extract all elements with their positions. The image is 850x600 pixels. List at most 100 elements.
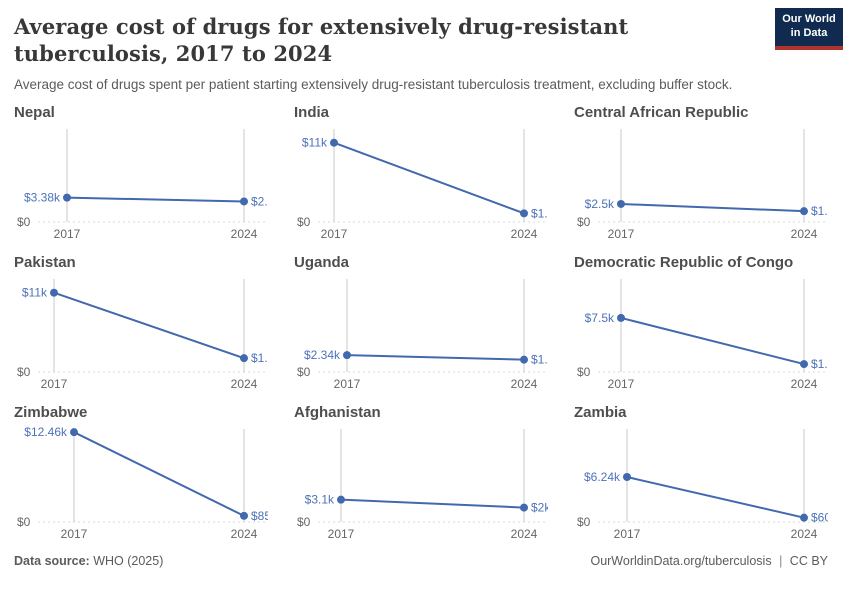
- trend-line: [73, 430, 245, 517]
- data-point-2024[interactable]: [520, 208, 528, 217]
- start-value-label: $7.5k: [585, 311, 615, 325]
- x-tick-2017: 2017: [54, 227, 81, 241]
- facet-country-title: Democratic Republic of Congo: [574, 253, 794, 271]
- trend-line: [333, 141, 525, 214]
- end-value-label: $852: [251, 508, 268, 522]
- start-value-label: $2.5k: [585, 197, 615, 211]
- x-tick-2024: 2024: [511, 527, 538, 541]
- data-point-2017[interactable]: [617, 313, 625, 322]
- data-point-2024[interactable]: [240, 353, 248, 362]
- facet-country-title: Central African Republic: [574, 103, 749, 121]
- start-value-label: $6.24k: [584, 470, 621, 484]
- end-value-label: $2k: [531, 500, 548, 514]
- x-tick-2024: 2024: [791, 527, 818, 541]
- facet-line-chart: $3.1k $2k $0 2017 2024: [297, 428, 548, 541]
- country-facet: Uganda $2.34k $1.71k $0 2017 2024: [294, 254, 548, 392]
- data-point-2017[interactable]: [70, 427, 78, 436]
- trend-line: [346, 353, 525, 361]
- data-point-2024[interactable]: [800, 359, 808, 368]
- footer-separator: |: [779, 553, 783, 568]
- x-tick-2017: 2017: [608, 227, 635, 241]
- data-point-2024[interactable]: [240, 511, 248, 520]
- end-value-label: $2.85k: [251, 194, 268, 208]
- data-point-2024[interactable]: [520, 355, 528, 364]
- x-tick-2017: 2017: [334, 377, 361, 391]
- x-tick-2017: 2017: [321, 227, 348, 241]
- owid-logo[interactable]: Our World in Data: [775, 8, 843, 50]
- facet-line-chart: $12.46k $852 $0 2017 2024: [17, 427, 268, 541]
- country-facet: Zambia $6.24k $600 $0 2017 2024: [574, 404, 828, 542]
- data-point-2024[interactable]: [800, 513, 808, 522]
- trend-line: [620, 202, 805, 212]
- y-zero-label: $0: [17, 515, 31, 529]
- start-value-label: $2.34k: [304, 348, 341, 362]
- trend-line: [53, 291, 245, 359]
- country-facet: Nepal $3.38k $2.85k $0 2017 2024: [14, 104, 268, 242]
- x-tick-2017: 2017: [41, 377, 68, 391]
- data-source-value: WHO (2025): [93, 553, 164, 568]
- end-value-label: $1.5k: [811, 204, 828, 218]
- data-point-2024[interactable]: [800, 206, 808, 215]
- data-source: Data source: WHO (2025): [14, 554, 163, 568]
- data-source-label: Data source:: [14, 553, 90, 568]
- facet-line-chart: $11k $1.2k $0 2017 2024: [297, 128, 548, 241]
- data-point-2024[interactable]: [520, 503, 528, 512]
- data-point-2017[interactable]: [337, 495, 345, 504]
- start-value-label: $11k: [22, 285, 48, 299]
- data-point-2017[interactable]: [330, 138, 338, 147]
- chart-footer: Data source: WHO (2025) OurWorldinData.o…: [0, 542, 850, 568]
- owid-logo-line1: Our World: [782, 13, 836, 26]
- y-zero-label: $0: [577, 215, 591, 229]
- start-value-label: $3.1k: [305, 492, 335, 506]
- facet-line-chart: $6.24k $600 $0 2017 2024: [577, 428, 828, 541]
- chart-title: Average cost of drugs for extensively dr…: [14, 14, 629, 67]
- facet-line-chart: $3.38k $2.85k $0 2017 2024: [17, 128, 268, 241]
- x-tick-2017: 2017: [614, 527, 641, 541]
- data-point-2017[interactable]: [623, 472, 631, 481]
- x-tick-2017: 2017: [328, 527, 355, 541]
- data-point-2017[interactable]: [343, 350, 351, 359]
- x-tick-2024: 2024: [511, 227, 538, 241]
- trend-line: [340, 498, 525, 509]
- owid-logo-line2: in Data: [790, 27, 828, 39]
- country-facet: Democratic Republic of Congo $7.5k$1.1k$…: [574, 254, 828, 392]
- facet-line-chart: $11k $1.92k $0 2017 2024: [17, 278, 268, 391]
- x-tick-2024: 2024: [791, 377, 818, 391]
- x-tick-2017: 2017: [608, 377, 635, 391]
- facet-country-title: Uganda: [294, 253, 350, 271]
- facet-country-title: Pakistan: [14, 253, 76, 271]
- country-facet: India $11k $1.2k $0 2017 2024: [294, 104, 548, 242]
- x-tick-2024: 2024: [511, 377, 538, 391]
- country-facet: Zimbabwe $12.46k $852 $0 2017 2024: [14, 404, 268, 542]
- y-zero-label: $0: [297, 215, 311, 229]
- start-value-label: $3.38k: [24, 190, 61, 204]
- facet-country-title: Afghanistan: [294, 403, 381, 421]
- facet-country-title: India: [294, 103, 330, 121]
- data-point-2017[interactable]: [617, 199, 625, 208]
- data-point-2017[interactable]: [50, 288, 58, 297]
- facet-line-chart: $7.5k $1.1k $0 2017 2024: [577, 278, 828, 391]
- y-zero-label: $0: [577, 365, 591, 379]
- x-tick-2024: 2024: [791, 227, 818, 241]
- end-value-label: $1.92k: [251, 351, 268, 365]
- facet-country-title: Nepal: [14, 103, 55, 121]
- y-zero-label: $0: [17, 365, 31, 379]
- end-value-label: $600: [811, 510, 828, 524]
- facet-country-title: Zambia: [574, 403, 627, 421]
- trend-line: [620, 316, 805, 365]
- license-link[interactable]: CC BY: [789, 553, 828, 568]
- y-zero-label: $0: [17, 215, 31, 229]
- data-point-2024[interactable]: [240, 197, 248, 206]
- trend-line: [626, 475, 805, 519]
- country-facet: Afghanistan $3.1k $2k $0 2017 2024: [294, 404, 548, 542]
- trend-line: [66, 196, 245, 203]
- x-tick-2024: 2024: [231, 377, 258, 391]
- end-value-label: $1.71k: [531, 352, 548, 366]
- country-facet: Central African Republic $2.5k $1.5k $0 201…: [574, 104, 828, 242]
- y-zero-label: $0: [297, 365, 311, 379]
- data-point-2017[interactable]: [63, 193, 71, 202]
- start-value-label: $12.46k: [24, 427, 68, 439]
- chart-header: Average cost of drugs for extensively dr…: [0, 0, 850, 92]
- owid-url-link[interactable]: OurWorldinData.org/tuberculosis: [590, 553, 772, 568]
